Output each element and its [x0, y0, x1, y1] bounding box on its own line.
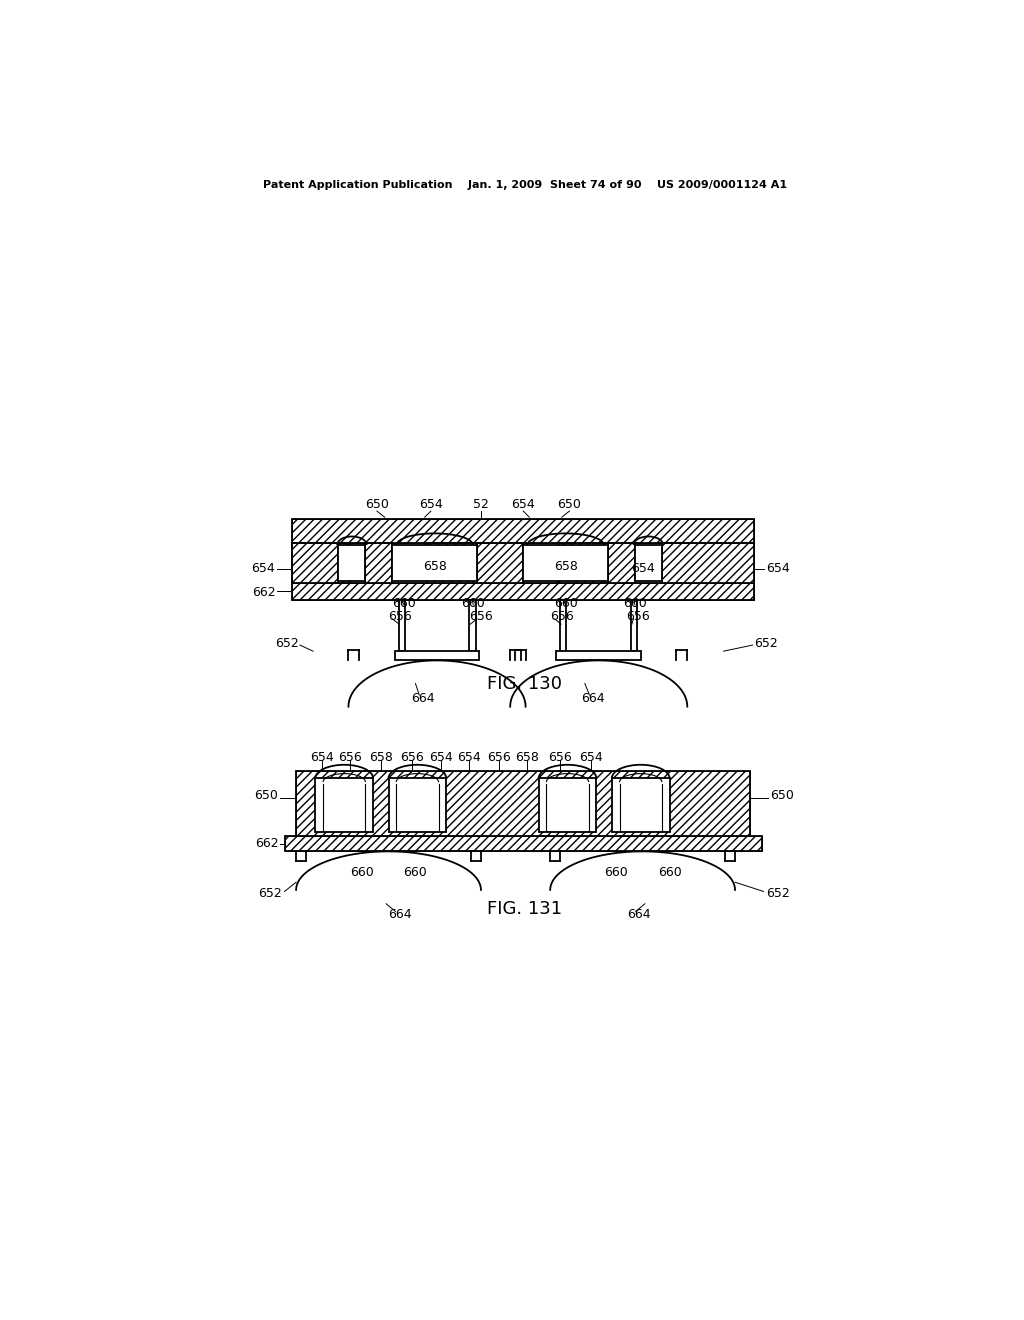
Text: 654: 654: [631, 562, 654, 576]
Polygon shape: [398, 599, 404, 651]
Text: 652: 652: [766, 887, 790, 900]
Polygon shape: [523, 545, 608, 581]
Polygon shape: [427, 544, 473, 582]
Text: 658: 658: [515, 751, 539, 764]
Text: Patent Application Publication    Jan. 1, 2009  Sheet 74 of 90    US 2009/000112: Patent Application Publication Jan. 1, 2…: [263, 181, 786, 190]
Text: 652: 652: [274, 638, 298, 649]
Text: 656: 656: [399, 751, 424, 764]
Polygon shape: [631, 599, 637, 651]
Text: 660: 660: [462, 597, 485, 610]
Text: 654: 654: [511, 499, 536, 511]
Text: 660: 660: [403, 866, 427, 879]
Polygon shape: [292, 544, 339, 582]
Polygon shape: [556, 651, 641, 660]
Text: 654: 654: [252, 562, 275, 576]
Text: 660: 660: [554, 597, 578, 610]
Text: 654: 654: [429, 751, 453, 764]
Polygon shape: [539, 779, 596, 832]
Text: FIG. 130: FIG. 130: [487, 675, 562, 693]
Text: 660: 660: [392, 597, 416, 610]
Text: 650: 650: [365, 499, 389, 511]
Text: 650: 650: [770, 789, 794, 803]
Polygon shape: [366, 544, 392, 582]
Text: FIG. 131: FIG. 131: [487, 900, 562, 919]
Text: 654: 654: [419, 499, 442, 511]
Polygon shape: [477, 544, 523, 582]
Text: 662: 662: [255, 837, 279, 850]
Text: 658: 658: [554, 560, 578, 573]
Text: 658: 658: [369, 751, 393, 764]
Text: 660: 660: [349, 866, 374, 879]
Text: 652: 652: [258, 887, 282, 900]
Polygon shape: [608, 544, 635, 582]
Polygon shape: [292, 519, 755, 544]
Text: 52: 52: [473, 499, 488, 511]
Polygon shape: [611, 779, 670, 832]
Text: 650: 650: [557, 499, 582, 511]
Polygon shape: [296, 771, 751, 836]
Text: 656: 656: [486, 751, 511, 764]
Text: 656: 656: [626, 610, 649, 623]
Text: 654: 654: [309, 751, 334, 764]
Text: 656: 656: [338, 751, 361, 764]
Polygon shape: [292, 582, 755, 599]
Polygon shape: [388, 779, 446, 832]
Text: 656: 656: [550, 610, 574, 623]
Text: 650: 650: [255, 789, 279, 803]
Text: 652: 652: [755, 638, 778, 649]
Polygon shape: [558, 544, 604, 582]
Text: 660: 660: [623, 597, 647, 610]
Text: 664: 664: [388, 908, 412, 921]
Text: 656: 656: [469, 610, 494, 623]
Text: 660: 660: [657, 866, 681, 879]
Polygon shape: [635, 545, 662, 581]
Polygon shape: [285, 836, 762, 851]
Polygon shape: [662, 544, 755, 582]
Text: 656: 656: [548, 751, 572, 764]
Polygon shape: [292, 544, 350, 582]
Text: 660: 660: [604, 866, 628, 879]
Text: 654: 654: [580, 751, 603, 764]
Text: 654: 654: [458, 751, 481, 764]
Polygon shape: [394, 651, 479, 660]
Polygon shape: [339, 545, 366, 581]
Text: 658: 658: [423, 560, 446, 573]
Text: 662: 662: [252, 586, 275, 599]
Text: 654: 654: [766, 562, 790, 576]
Polygon shape: [469, 599, 475, 651]
Polygon shape: [560, 599, 566, 651]
Text: 664: 664: [581, 693, 604, 705]
Polygon shape: [315, 779, 373, 832]
Text: 664: 664: [627, 908, 650, 921]
Polygon shape: [392, 545, 477, 581]
Text: 664: 664: [412, 693, 435, 705]
Text: 656: 656: [388, 610, 412, 623]
